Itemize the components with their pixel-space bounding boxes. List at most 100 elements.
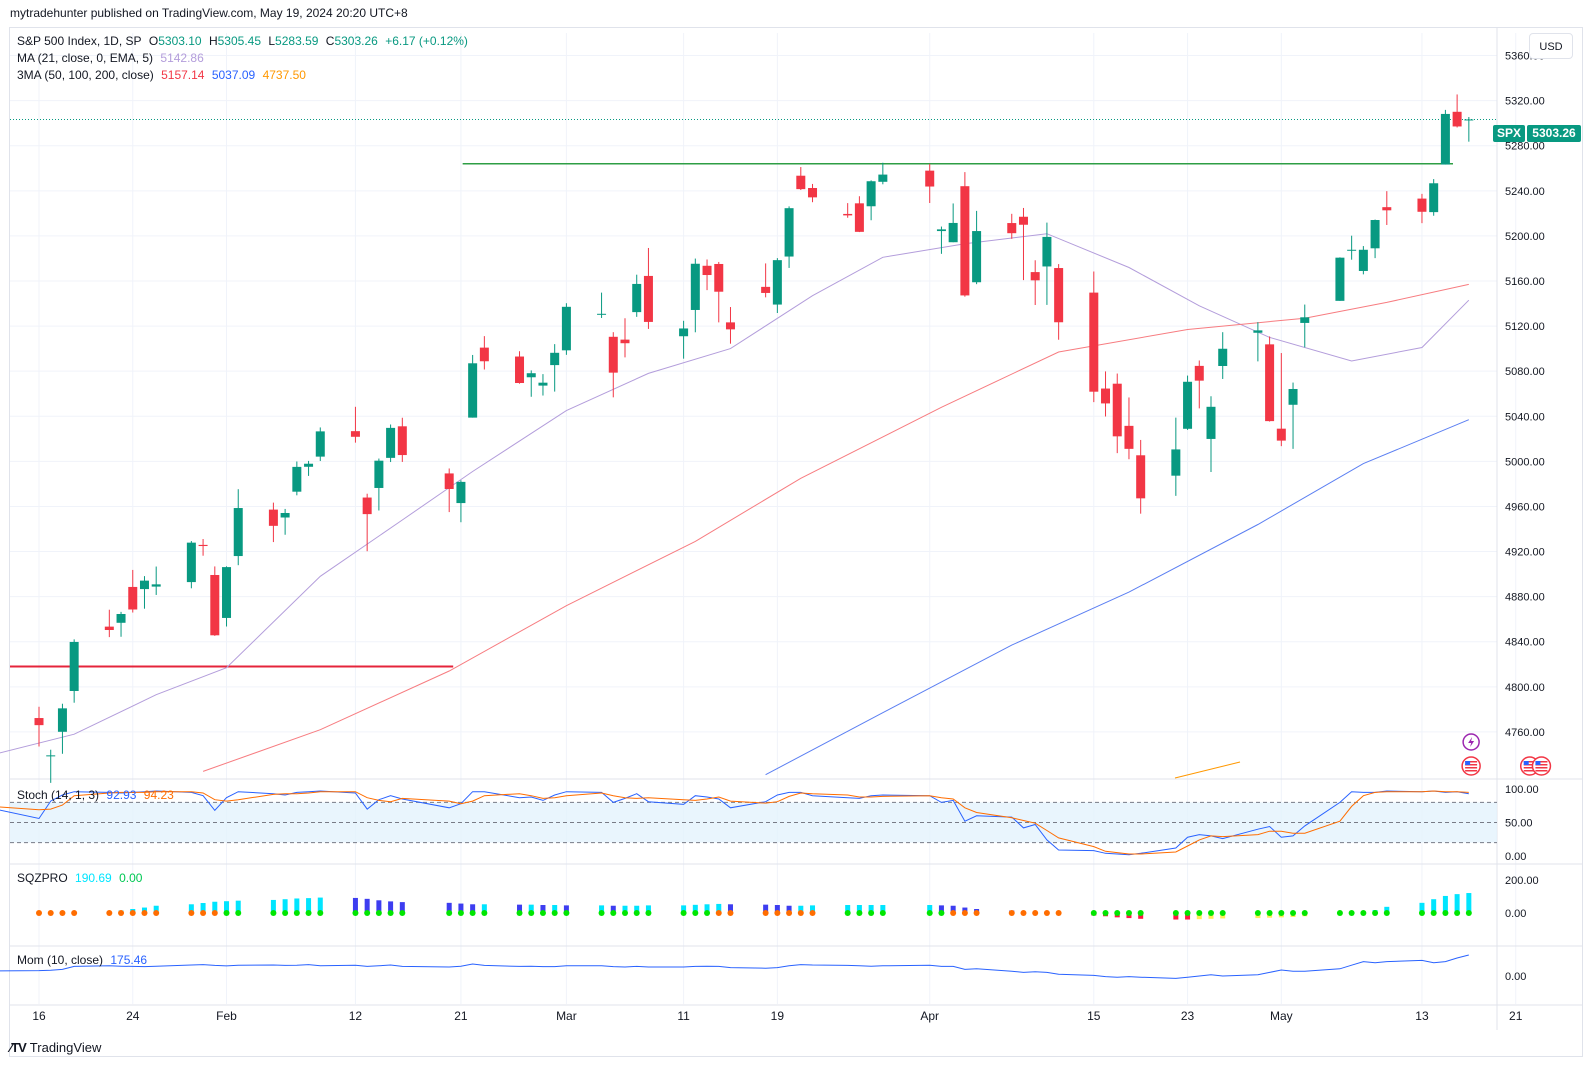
sqz-dot	[399, 910, 406, 916]
sqz-bar	[1466, 893, 1472, 913]
sqz-bar	[1384, 906, 1390, 913]
ema21-line	[0, 233, 1470, 754]
candle-body	[643, 275, 653, 322]
us-flag-icon	[1531, 756, 1552, 776]
sqz-bar	[704, 904, 710, 913]
sqz-bar	[1419, 902, 1425, 913]
candle-body	[1347, 249, 1357, 251]
y-tick-label: 4920.00	[1505, 547, 1545, 559]
candle-body	[57, 708, 67, 732]
candle-body	[972, 231, 982, 283]
candle-body	[350, 431, 360, 437]
sqz-bar	[599, 905, 605, 913]
sqz-dot	[1348, 910, 1355, 916]
sqz-dot	[118, 910, 125, 916]
sqz-dot	[305, 910, 312, 916]
flag-stripe	[1523, 761, 1536, 763]
mom-legend: Mom (10, close) 175.46	[17, 953, 151, 967]
candle-body	[222, 567, 232, 618]
sqz-dot	[961, 910, 968, 916]
candle-body	[1206, 406, 1216, 439]
3ma-label: 3MA (50, 100, 200, close)	[17, 68, 154, 82]
sqz-bar	[845, 905, 851, 913]
stoch-pane	[0, 790, 1497, 856]
flag-stripe	[1523, 767, 1536, 769]
stoch-d-line	[0, 790, 1469, 855]
ma200-value: 4737.50	[262, 68, 306, 82]
candle-body	[1253, 330, 1263, 333]
flag-canton	[1523, 761, 1529, 765]
sqz-dot	[1254, 910, 1261, 916]
sqz-dot	[1301, 910, 1308, 916]
candle-body	[198, 544, 208, 547]
sqz-bar	[235, 900, 241, 913]
candle-body	[948, 222, 958, 243]
y-tick-label: 5200.00	[1505, 231, 1545, 243]
sma50-line	[202, 283, 1469, 772]
candle-body	[1464, 119, 1474, 121]
candle-body	[268, 509, 278, 526]
mom-line	[0, 954, 1469, 979]
candle-body	[1370, 220, 1380, 249]
sqz-dot	[36, 910, 42, 916]
sqz-bar	[153, 905, 159, 913]
candle-body	[1417, 198, 1427, 212]
x-tick-label: 13	[1415, 1009, 1429, 1023]
open-label: O5303.10	[148, 34, 202, 48]
candle-body	[761, 286, 771, 293]
sqz-dot	[715, 910, 722, 916]
currency-button[interactable]: USD	[1529, 33, 1573, 59]
sqz-bar	[1454, 894, 1460, 913]
sqz-dot	[809, 910, 816, 916]
sqz-dot	[610, 910, 617, 916]
sqz-dot	[774, 910, 781, 916]
sqz-dot	[704, 910, 711, 916]
flag-stripe	[1535, 761, 1548, 763]
candle-body	[526, 373, 536, 378]
sqz-dot	[1442, 910, 1449, 916]
publisher-line: mytradehunter published on TradingView.c…	[10, 6, 408, 20]
sqz-dot	[446, 910, 453, 916]
y-tick-label: 4960.00	[1505, 501, 1545, 513]
sqz-dot	[1184, 910, 1191, 916]
x-tick-label: 11	[677, 1009, 690, 1023]
sqz-dot	[762, 910, 769, 916]
sqz-dot	[1383, 910, 1390, 916]
sqz-dot	[1043, 910, 1050, 916]
x-tick-label: 15	[1087, 1009, 1101, 1023]
y-tick-label: 5160.00	[1505, 276, 1545, 288]
sqz-dot	[1196, 910, 1203, 916]
candle-body	[714, 263, 724, 292]
sqz-dot	[200, 910, 207, 916]
sqz-bar	[856, 905, 862, 913]
sqz-bar	[563, 905, 569, 913]
sqz-bar	[388, 901, 394, 913]
sqz-bar	[786, 905, 792, 913]
tradingview-footer[interactable]: ⁄TV TradingView	[10, 1040, 101, 1055]
candle-body	[186, 542, 196, 583]
candle-body	[1276, 428, 1286, 441]
overlay-lines	[0, 119, 1497, 776]
sqz-dot	[868, 910, 875, 916]
flag-stripe	[1523, 764, 1536, 766]
candle-body	[1112, 383, 1122, 437]
candle-body	[1124, 425, 1134, 449]
stoch-tick-label: 0.00	[1505, 851, 1526, 863]
sqz-bar	[610, 905, 616, 913]
candle-body	[690, 263, 700, 310]
sqz-dot	[282, 910, 289, 916]
sqz-dot	[375, 910, 382, 916]
chart-frame	[9, 27, 1583, 1057]
sqz-dot	[59, 910, 66, 916]
candle-body	[1452, 111, 1462, 127]
x-tick-label: 16	[32, 1009, 46, 1023]
sqz-dot	[211, 910, 218, 916]
sqz-bar	[774, 905, 780, 913]
sqz-value-1: 190.69	[75, 871, 112, 885]
open-value: 5303.10	[158, 34, 202, 48]
sqz-legend: SQZPRO 190.69 0.00	[17, 871, 146, 885]
candle-body	[878, 174, 888, 182]
candle-body	[1429, 183, 1439, 213]
sqz-dot	[528, 910, 535, 916]
